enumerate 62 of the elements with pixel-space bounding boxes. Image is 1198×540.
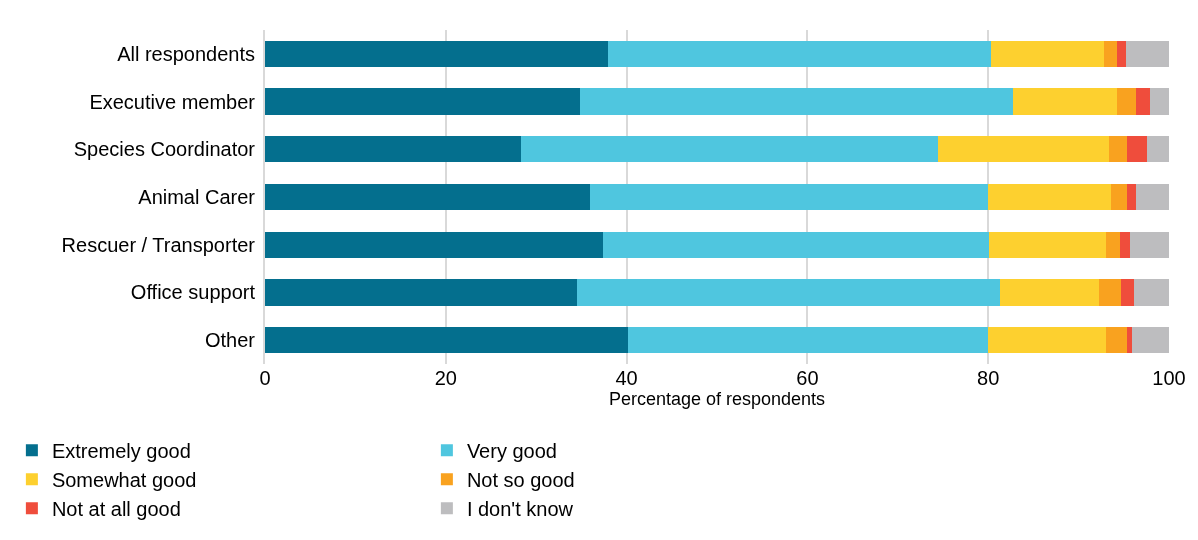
bar <box>1126 183 1136 211</box>
bar <box>1117 40 1126 67</box>
bar <box>1127 327 1132 354</box>
bar <box>988 327 1106 354</box>
bar <box>265 88 580 115</box>
x-tick-label: 80 <box>977 367 1000 389</box>
y-tick-label: Office support <box>130 281 256 304</box>
bar <box>1147 136 1169 163</box>
bar <box>1121 279 1134 306</box>
bar <box>627 327 989 354</box>
bar <box>579 88 1013 115</box>
bar <box>576 279 1000 306</box>
bar <box>265 40 608 67</box>
bar <box>1127 136 1148 163</box>
bar <box>603 231 990 258</box>
bar <box>1131 327 1169 354</box>
legend-label: Not so good <box>466 469 575 492</box>
x-tick-label: 20 <box>434 367 457 389</box>
bar <box>999 279 1100 306</box>
bar <box>1105 231 1121 258</box>
bar <box>1099 279 1122 306</box>
bar <box>1117 88 1137 115</box>
bar <box>1111 183 1127 211</box>
y-tick-label: Animal Carer <box>138 186 256 208</box>
x-axis-title: Percentage of respondents <box>608 389 826 410</box>
bar <box>1109 136 1128 163</box>
bar <box>937 136 1110 163</box>
bar <box>1125 40 1169 67</box>
bar <box>1105 327 1128 354</box>
y-tick-label: Rescuer / Transporter <box>61 233 256 256</box>
bar <box>265 136 521 163</box>
bar <box>1136 88 1151 115</box>
bar <box>1150 88 1169 115</box>
bar <box>1103 40 1118 67</box>
legend-label: I don't know <box>466 498 574 521</box>
y-tick-label: Executive member <box>89 90 256 113</box>
x-tick-label: 60 <box>796 367 819 389</box>
bar <box>607 40 991 67</box>
bar <box>265 279 577 306</box>
y-tick-label: Other <box>204 329 256 352</box>
bar <box>1130 231 1169 258</box>
bar <box>1120 231 1131 258</box>
bar <box>989 231 1106 258</box>
y-tick-label: All respondents <box>117 42 255 65</box>
bar <box>589 183 989 211</box>
bar <box>1012 88 1118 115</box>
bar <box>990 40 1104 67</box>
bar <box>265 231 604 258</box>
legend-label: Very good <box>466 440 557 463</box>
bar <box>265 327 628 354</box>
legend-label: Extremely good <box>51 440 191 463</box>
x-tick-label: 40 <box>615 367 638 389</box>
bar <box>520 136 938 163</box>
legend-label: Somewhat good <box>51 469 197 492</box>
y-tick-label: Species Coordinator <box>73 138 256 161</box>
legend-label: Not at all good <box>51 498 181 521</box>
x-tick-label: 100 <box>1152 367 1186 389</box>
bar <box>265 183 590 211</box>
bar <box>1135 183 1169 211</box>
bar <box>1133 279 1169 306</box>
bar <box>988 183 1112 211</box>
x-tick-label: 0 <box>259 367 271 389</box>
